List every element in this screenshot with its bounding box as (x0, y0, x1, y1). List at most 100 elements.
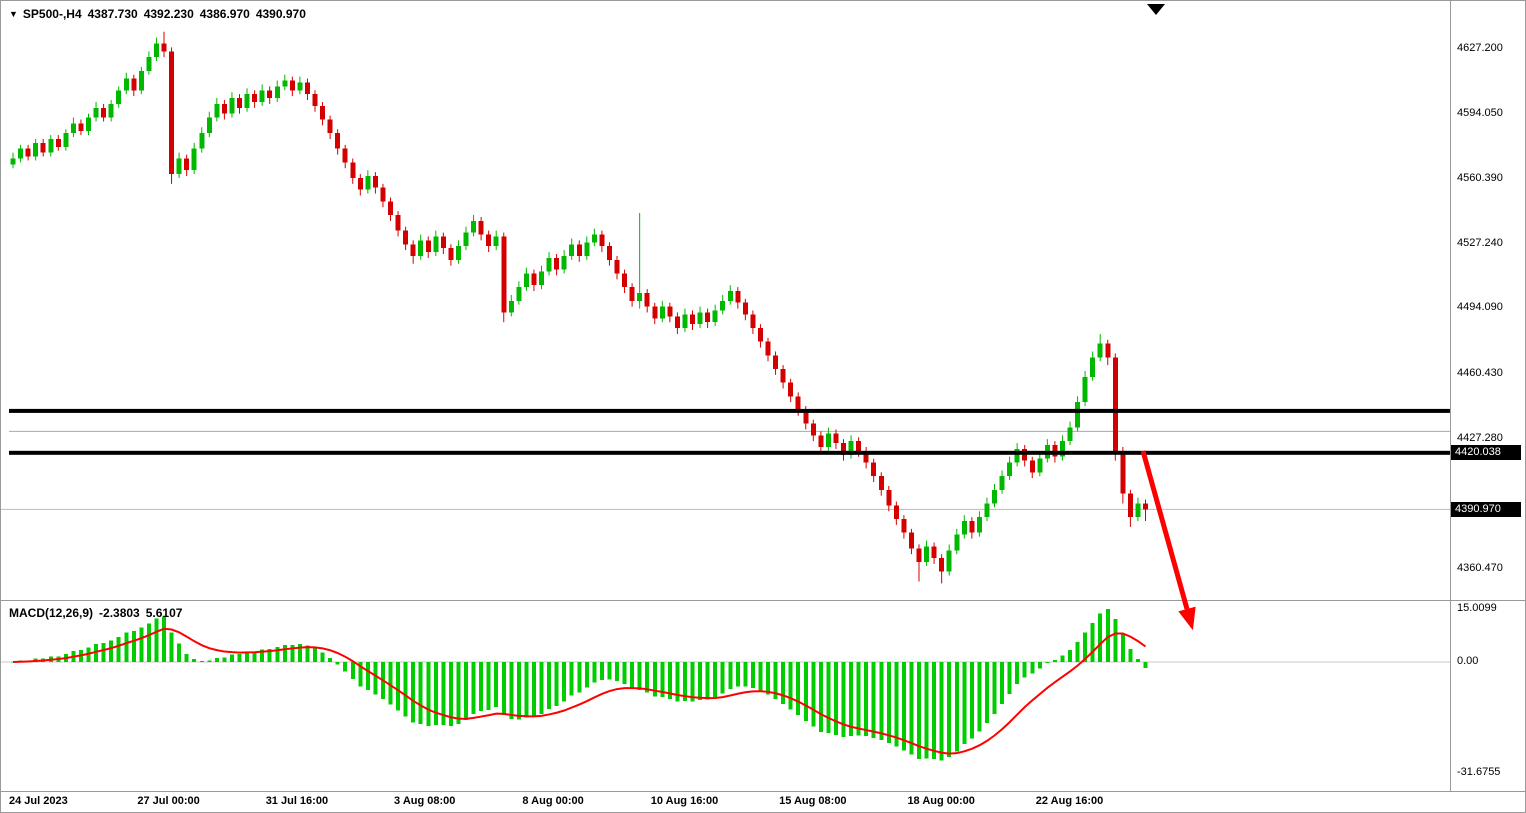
macd-canvas[interactable] (1, 601, 1450, 790)
macd-histogram-bar (418, 662, 423, 724)
macd-histogram-bar (569, 662, 574, 696)
candle-body (833, 433, 839, 444)
candle-body (48, 139, 54, 153)
candle-body (727, 291, 733, 301)
price-axis-label: 4494.090 (1457, 301, 1503, 314)
price-chart-canvas[interactable] (1, 1, 1450, 600)
candle-body (803, 409, 809, 424)
resistance-line[interactable] (9, 408, 1450, 413)
macd-histogram-bar (267, 648, 272, 662)
candle-body (901, 519, 907, 533)
candle-body (304, 82, 310, 95)
candle-body (886, 489, 892, 506)
macd-histogram-bar (245, 651, 250, 662)
macd-histogram-bar (1068, 649, 1072, 662)
macd-histogram-bar (705, 662, 710, 700)
macd-histogram-bar (630, 662, 635, 689)
macd-histogram-bar (139, 627, 144, 662)
macd-histogram-bar (871, 662, 876, 738)
candle-body (327, 119, 333, 134)
candle-body (765, 341, 771, 356)
macd-histogram-bar (894, 662, 899, 747)
macd-histogram-bar (962, 662, 967, 744)
macd-timeaxis-separator (1, 791, 1525, 792)
candle-body (161, 43, 167, 52)
candle-body (312, 94, 318, 106)
macd-histogram-bar (441, 662, 446, 725)
candle-body (1105, 343, 1111, 358)
time-axis-label: 27 Jul 00:00 (137, 795, 200, 807)
candle-body (539, 271, 544, 286)
candle-body (335, 133, 341, 149)
resistance-line[interactable] (9, 450, 1450, 455)
macd-axis-label: 0.00 (1457, 655, 1479, 667)
macd-histogram-bar (615, 662, 619, 682)
macd-histogram-bar (622, 662, 627, 685)
macd-histogram-bar (969, 662, 974, 739)
main-macd-separator[interactable] (1, 600, 1525, 601)
candle-body (372, 176, 378, 188)
candle-body (508, 300, 514, 313)
candle-body (546, 257, 552, 272)
candle-body (55, 139, 61, 147)
candle-body (690, 314, 695, 325)
candle-body (1135, 503, 1141, 518)
candle-body (992, 489, 997, 504)
candle-body (976, 517, 982, 533)
macd-histogram-bar (516, 662, 521, 720)
macd-histogram-bar (682, 662, 687, 701)
macd-histogram-bar (1022, 662, 1027, 678)
candle-body (138, 70, 144, 91)
candle-body (652, 306, 658, 319)
time-axis-label: 18 Aug 00:00 (907, 795, 975, 807)
candle-body (289, 80, 295, 91)
price-axis[interactable]: 4627.200 4594.050 4560.390 4527.240 4494.090… (1451, 1, 1525, 790)
candle-body (184, 158, 190, 171)
macd-histogram-bar (343, 662, 348, 672)
macd-histogram-bar (1007, 662, 1012, 695)
price-axis-label: 4460.430 (1457, 367, 1503, 379)
candle-body (795, 396, 801, 410)
macd-histogram-bar (124, 632, 129, 662)
macd-histogram-bar (313, 648, 317, 662)
candle-body (735, 291, 741, 303)
candle-body (206, 117, 212, 134)
collapse-icon[interactable]: ▼ (9, 9, 18, 19)
candle-body (357, 177, 363, 190)
macd-histogram-bar (1075, 642, 1080, 662)
macd-histogram-bar (864, 662, 869, 737)
candle-body (720, 300, 726, 311)
candle-body (878, 476, 884, 490)
macd-histogram-bar (901, 662, 906, 751)
macd-histogram-bar (992, 662, 997, 714)
candle-body (810, 423, 816, 436)
macd-histogram-bar (207, 660, 212, 662)
macd-histogram-bar (728, 662, 733, 689)
candle-body (742, 302, 748, 315)
price-axis-label: 4627.200 (1457, 41, 1503, 54)
macd-histogram-bar (358, 662, 363, 687)
candle-body (478, 220, 484, 235)
candle-body (455, 246, 461, 260)
time-axis[interactable]: 24 Jul 2023 27 Jul 00:00 31 Jul 16:00 3 Aug… (1, 793, 1525, 812)
candle-body (1007, 462, 1013, 477)
macd-histogram-bar (984, 662, 989, 724)
candle-body (425, 240, 431, 253)
macd-histogram-bar (146, 623, 151, 662)
candle-body (25, 148, 31, 157)
candle-body (584, 242, 590, 256)
macd-histogram-bar (131, 631, 136, 662)
candle-body (282, 80, 288, 87)
candle-body (561, 255, 567, 270)
minor-level-line[interactable] (9, 430, 1450, 432)
macd-histogram-bar (781, 662, 786, 704)
candle-body (101, 107, 107, 118)
candle-body (1075, 402, 1081, 428)
macd-histogram-bar (1060, 655, 1065, 662)
macd-histogram-bar (743, 662, 748, 687)
macd-histogram-bar (932, 662, 937, 760)
candle-body (380, 187, 386, 202)
macd-histogram-bar (1052, 659, 1057, 662)
macd-histogram-bar (917, 662, 921, 759)
